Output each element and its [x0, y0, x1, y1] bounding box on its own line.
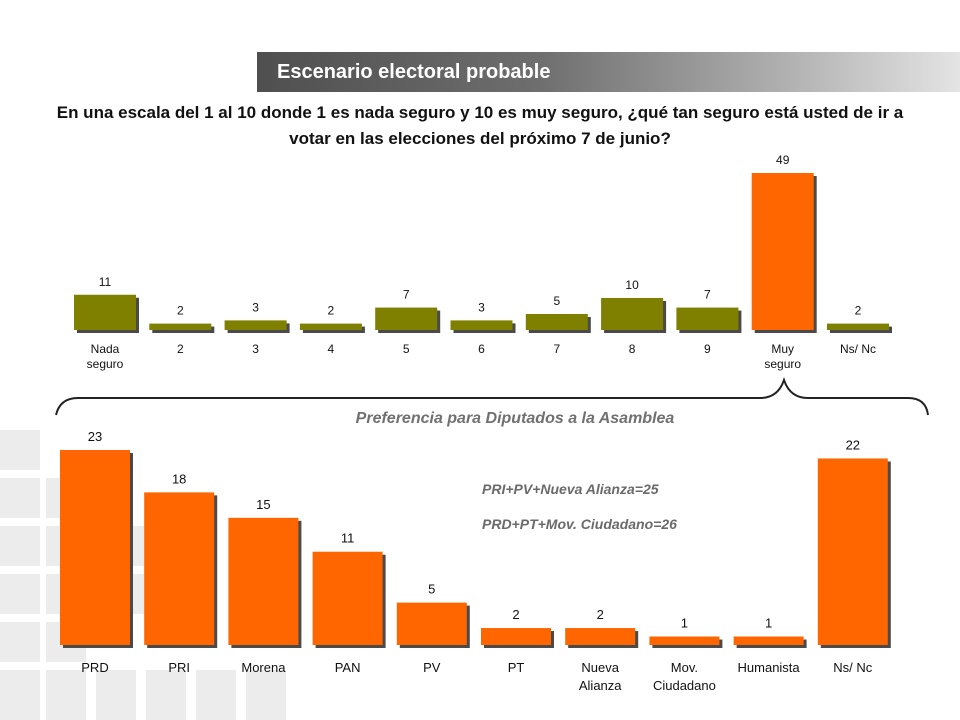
category-label: PT: [508, 660, 525, 675]
category-label: Ns/ Nc: [833, 660, 873, 675]
bar: [525, 313, 588, 330]
bar: [827, 323, 889, 330]
bar: [733, 636, 804, 645]
category-label: 2: [177, 342, 184, 356]
category-label: Nada: [91, 342, 120, 356]
bar: [396, 602, 467, 645]
bar: [649, 636, 720, 645]
bar: [450, 320, 513, 330]
header-bar: Escenario electoral probable: [257, 52, 960, 92]
category-label: 6: [478, 342, 485, 356]
coalition-note-1: PRI+PV+Nueva Alianza=25: [482, 481, 659, 497]
bar: [375, 307, 438, 330]
data-label: 2: [855, 304, 862, 318]
category-label: 5: [403, 342, 410, 356]
coalition-note-2: PRD+PT+Mov. Ciudadano=26: [482, 516, 677, 532]
bar: [299, 323, 362, 330]
bar: [224, 320, 287, 330]
category-label: seguro: [87, 357, 124, 371]
category-label: Ns/ Nc: [840, 342, 876, 356]
category-label: Alianza: [579, 678, 622, 693]
bar: [228, 517, 299, 645]
category-label: Ciudadano: [653, 678, 716, 693]
data-label: 1: [681, 616, 688, 631]
bar: [676, 307, 739, 330]
data-label: 23: [88, 429, 102, 444]
bar: [74, 294, 136, 330]
bar: [144, 492, 215, 645]
category-label: Nueva: [581, 660, 619, 675]
data-label: 18: [172, 471, 186, 486]
bar: [149, 323, 212, 330]
category-label: seguro: [764, 357, 801, 371]
category-label: 3: [252, 342, 259, 356]
category-label: PV: [423, 660, 441, 675]
data-label: 11: [341, 531, 355, 546]
bar: [817, 458, 888, 645]
category-label: 4: [328, 342, 335, 356]
data-label: 7: [704, 288, 711, 302]
survey-question: En una escala del 1 al 10 donde 1 es nad…: [56, 103, 904, 148]
data-label: 3: [478, 300, 485, 314]
chart-subtitle: Preferencia para Diputados a la Asamblea: [355, 410, 675, 427]
category-label: Muy: [771, 342, 794, 356]
category-label: PRD: [81, 660, 108, 675]
data-label: 2: [597, 607, 604, 622]
data-label: 22: [846, 437, 860, 452]
bar: [601, 297, 664, 330]
bar: [312, 551, 383, 645]
data-label: 2: [177, 304, 184, 318]
bar: [481, 628, 551, 645]
bracket: [55, 376, 929, 416]
data-label: 5: [428, 582, 435, 597]
bar: [751, 173, 814, 330]
category-label: Mov.: [671, 660, 698, 675]
category-label: Humanista: [738, 660, 801, 675]
data-label: 10: [625, 278, 639, 292]
data-label: 11: [99, 275, 112, 289]
category-label: 9: [704, 342, 711, 356]
category-label: PAN: [335, 660, 361, 675]
bar: [565, 628, 636, 645]
data-label: 5: [553, 294, 560, 308]
data-label: 2: [328, 304, 335, 318]
page-title: Escenario electoral probable: [277, 61, 551, 83]
data-label: 7: [403, 288, 410, 302]
category-label: PRI: [168, 660, 190, 675]
category-label: 7: [553, 342, 560, 356]
data-label: 2: [512, 607, 519, 622]
data-label: 1: [765, 616, 772, 631]
category-label: Morena: [241, 660, 286, 675]
data-label: 3: [252, 300, 259, 314]
data-label: 15: [256, 497, 270, 512]
category-label: 8: [629, 342, 636, 356]
data-label: 49: [776, 153, 790, 167]
bar: [60, 450, 130, 645]
